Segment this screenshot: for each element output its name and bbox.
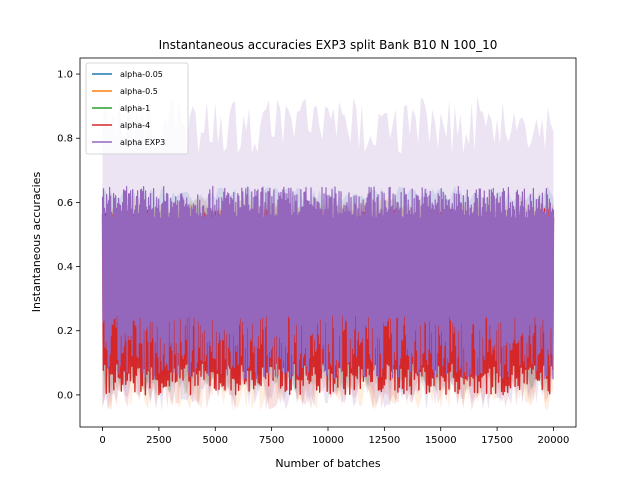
x-tick-label: 10000: [312, 435, 344, 446]
x-tick-label: 15000: [425, 435, 457, 446]
x-tick-label: 17500: [481, 435, 513, 446]
x-axis-label: Number of batches: [275, 457, 381, 470]
y-tick-label: 0.2: [57, 326, 73, 337]
legend-label: alpha-0.05: [120, 70, 163, 79]
series-alpha-exp3: [101, 185, 555, 380]
legend-label: alpha-4: [120, 121, 150, 130]
x-tick-label: 12500: [368, 435, 400, 446]
y-tick-label: 0.6: [57, 198, 73, 209]
chart-title: Instantaneous accuracies EXP3 split Bank…: [159, 38, 498, 52]
x-tick-label: 0: [99, 435, 105, 446]
x-tick-label: 5000: [203, 435, 228, 446]
x-tick-label: 20000: [538, 435, 570, 446]
legend-label: alpha-0.5: [120, 87, 158, 96]
legend-label: alpha EXP3: [120, 138, 165, 147]
legend-label: alpha-1: [120, 104, 150, 113]
legend: alpha-0.05 alpha-0.5 alpha-1 alpha-4 alpha E…: [85, 62, 189, 155]
x-tick-label: 2500: [146, 435, 171, 446]
y-axis-label: Instantaneous accuracies: [30, 172, 43, 313]
legend-box: [85, 62, 189, 155]
y-tick-label: 1.0: [57, 70, 73, 81]
y-tick-label: 0.4: [57, 262, 73, 273]
y-tick-label: 0.8: [57, 134, 73, 145]
x-tick-label: 7500: [259, 435, 284, 446]
y-tick-label: 0.0: [57, 390, 73, 401]
